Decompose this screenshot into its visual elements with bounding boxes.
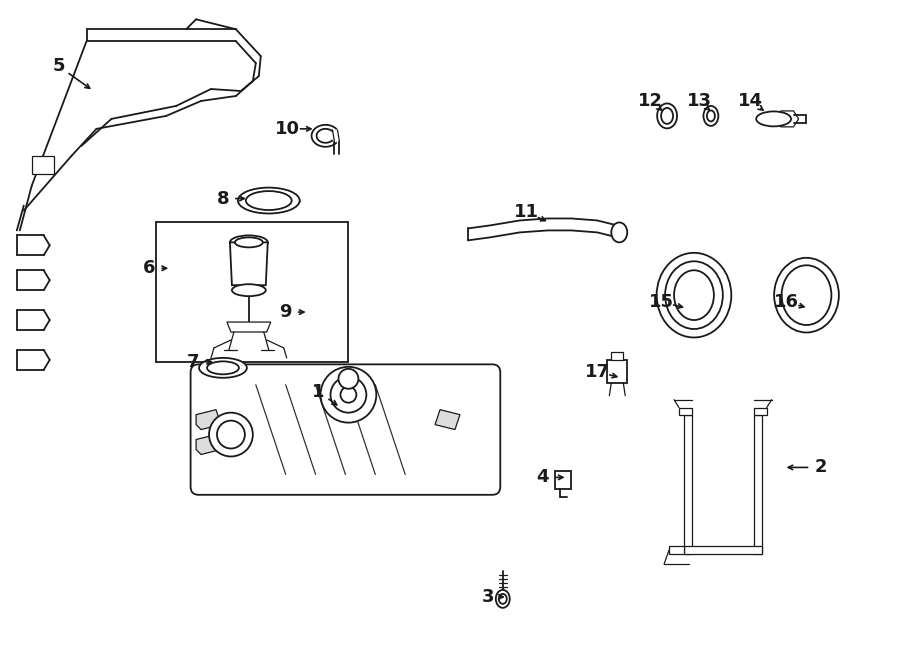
Polygon shape xyxy=(196,434,221,455)
Ellipse shape xyxy=(657,253,732,338)
Ellipse shape xyxy=(499,594,507,604)
Ellipse shape xyxy=(199,358,247,378)
Ellipse shape xyxy=(496,590,509,608)
Polygon shape xyxy=(230,242,268,285)
Polygon shape xyxy=(780,111,798,127)
Circle shape xyxy=(209,412,253,457)
Text: 5: 5 xyxy=(52,57,65,75)
Text: 13: 13 xyxy=(687,92,712,110)
Ellipse shape xyxy=(235,238,263,248)
Text: 11: 11 xyxy=(514,203,539,222)
Text: 14: 14 xyxy=(738,92,763,110)
Polygon shape xyxy=(196,410,221,430)
Text: 17: 17 xyxy=(585,363,610,381)
Bar xyxy=(32,156,54,173)
Polygon shape xyxy=(684,414,692,554)
Polygon shape xyxy=(684,546,761,554)
Text: 1: 1 xyxy=(312,383,325,401)
Circle shape xyxy=(217,420,245,448)
Polygon shape xyxy=(753,408,767,414)
Text: 12: 12 xyxy=(638,92,662,110)
Ellipse shape xyxy=(704,106,718,126)
Text: 16: 16 xyxy=(774,293,799,311)
Ellipse shape xyxy=(230,236,268,250)
Text: 10: 10 xyxy=(275,120,301,138)
Ellipse shape xyxy=(662,108,673,124)
Polygon shape xyxy=(332,375,368,383)
Polygon shape xyxy=(554,471,572,489)
Ellipse shape xyxy=(238,187,300,214)
Polygon shape xyxy=(611,352,624,360)
Text: 3: 3 xyxy=(482,588,494,606)
FancyBboxPatch shape xyxy=(191,364,500,495)
Ellipse shape xyxy=(781,265,832,325)
Ellipse shape xyxy=(674,270,714,320)
Ellipse shape xyxy=(657,103,677,128)
Bar xyxy=(157,222,348,362)
Circle shape xyxy=(320,367,376,422)
Text: 8: 8 xyxy=(217,189,230,208)
Ellipse shape xyxy=(611,222,627,242)
Polygon shape xyxy=(435,410,460,430)
Polygon shape xyxy=(753,414,761,554)
Circle shape xyxy=(340,387,356,402)
Polygon shape xyxy=(679,408,692,414)
Ellipse shape xyxy=(232,284,266,296)
Polygon shape xyxy=(608,360,627,383)
Ellipse shape xyxy=(246,191,292,210)
Ellipse shape xyxy=(706,111,715,121)
Ellipse shape xyxy=(756,111,791,126)
Text: 2: 2 xyxy=(814,458,827,477)
Text: 4: 4 xyxy=(536,469,549,487)
Text: 7: 7 xyxy=(187,353,199,371)
Ellipse shape xyxy=(665,261,723,329)
Text: 9: 9 xyxy=(279,303,292,321)
Circle shape xyxy=(338,369,358,389)
Text: 6: 6 xyxy=(143,260,156,277)
Text: 15: 15 xyxy=(649,293,673,311)
Circle shape xyxy=(330,377,366,412)
Polygon shape xyxy=(669,546,684,554)
Polygon shape xyxy=(227,322,271,332)
Ellipse shape xyxy=(774,258,839,332)
Ellipse shape xyxy=(207,361,238,374)
